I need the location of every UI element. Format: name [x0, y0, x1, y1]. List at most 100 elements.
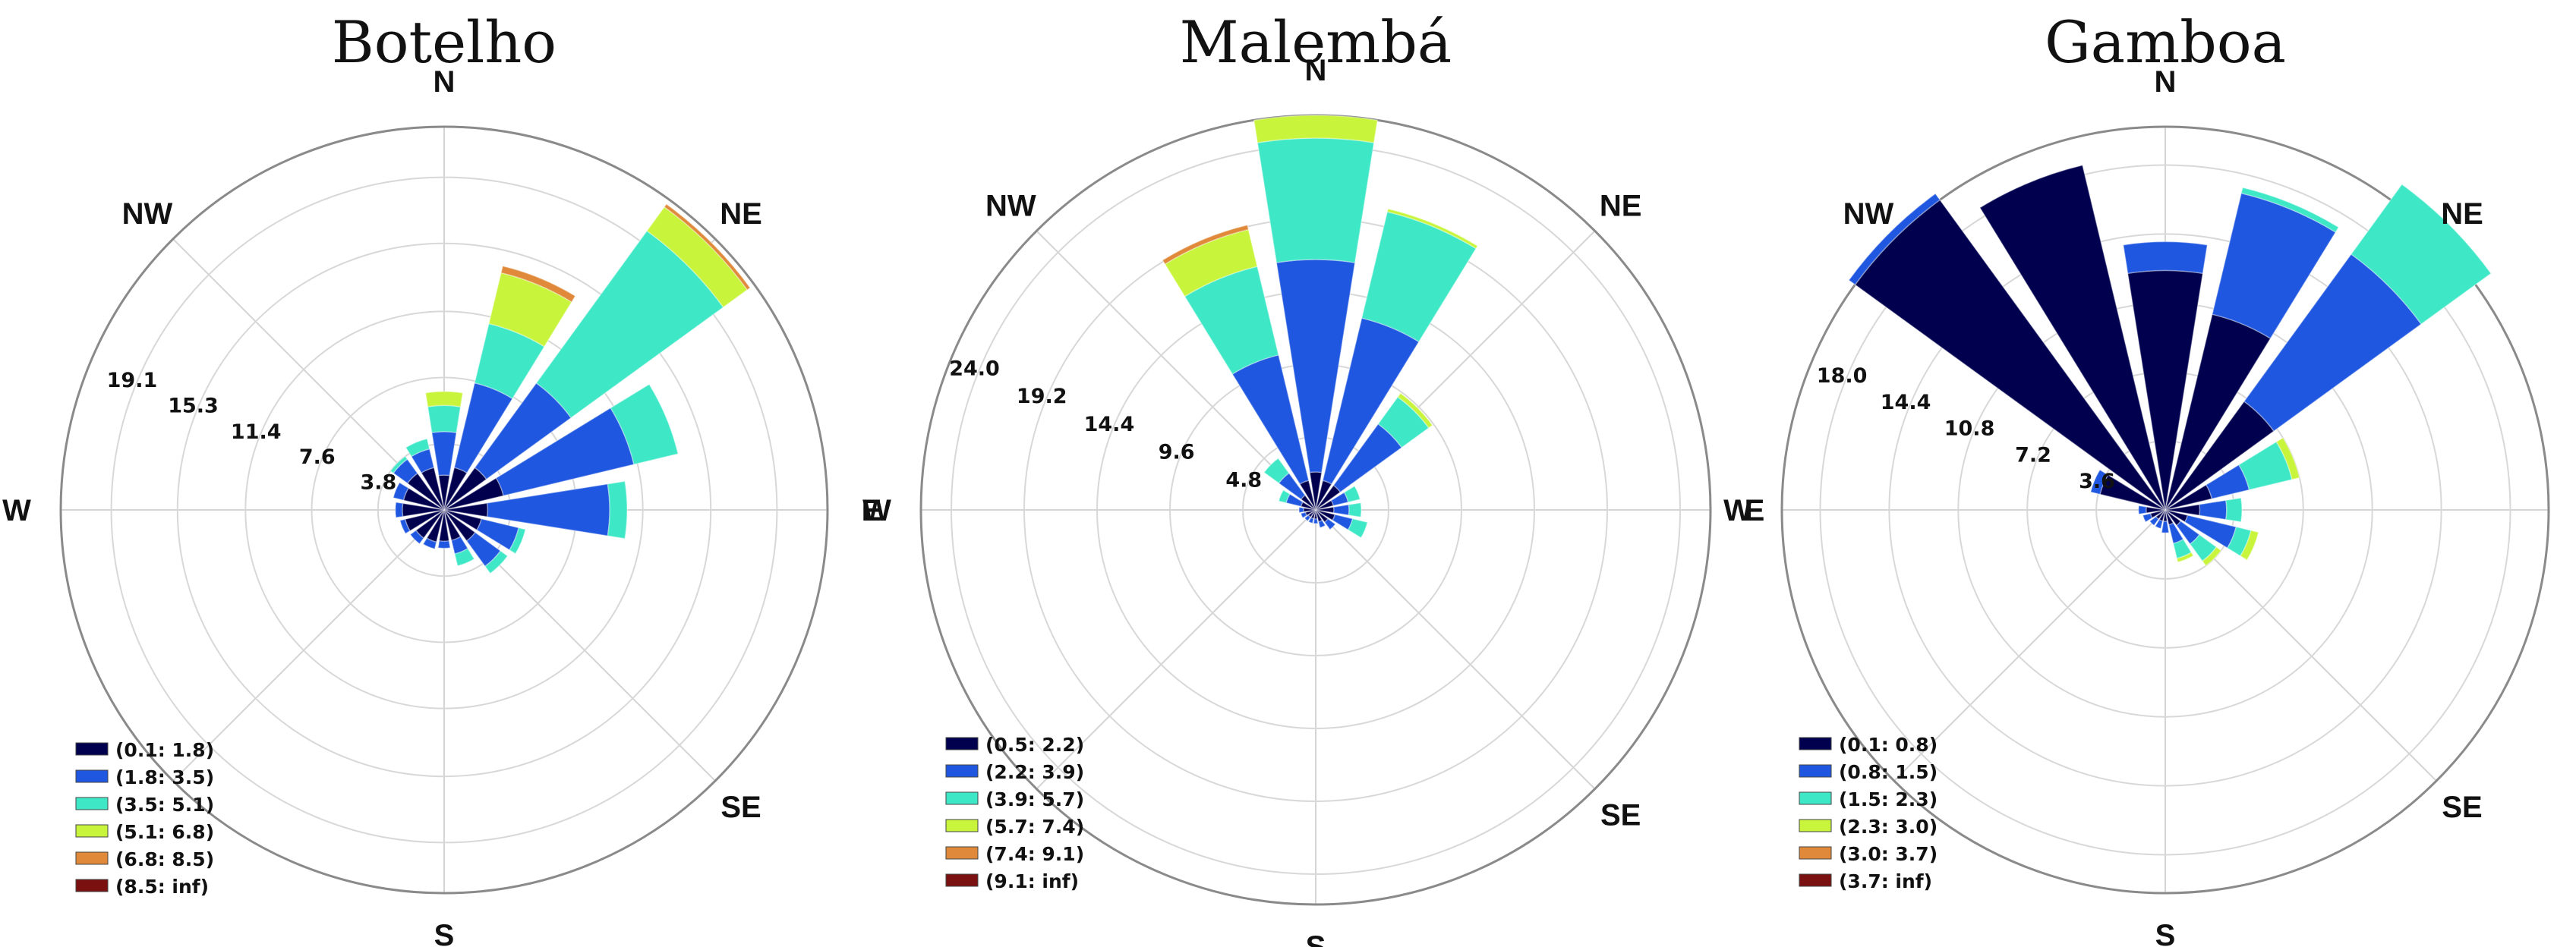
rose-bar-segment: [1315, 484, 1342, 511]
rose-bar-segment: [389, 455, 408, 474]
direction-label-n: N: [1305, 54, 1327, 87]
direction-label-n: N: [434, 65, 456, 99]
grid-ring: [176, 242, 712, 778]
wind-rose-3: Gamboa 3.6 7.2 10.8 14.4 18.0 N NE E SE S W NW (0.1: …: [1723, 8, 2550, 947]
rose-bar-segment: [1231, 354, 1310, 485]
legend-label: (0.1: 0.8): [1839, 734, 1938, 756]
radial-tick-label: 24.0: [949, 357, 1000, 380]
rose-bar-segment: [430, 430, 458, 477]
radial-tick-label: 19.1: [107, 369, 158, 392]
legend-label: (1.5: 2.3): [1839, 788, 1938, 810]
radial-tick-label: 18.0: [1817, 364, 1868, 388]
wind-rose-2: Malembá 4.8 9.6 14.4 19.2 24.0 N NE E SE S W NW (0.5:…: [862, 8, 1764, 947]
legend-label: (5.1: 6.8): [115, 821, 214, 843]
direction-label-s: S: [434, 919, 455, 947]
legend-label: (9.1: inf): [985, 870, 1079, 892]
legend-label: (3.5: 5.1): [115, 794, 214, 816]
rose-bar-segment: [1323, 518, 1336, 530]
radial-tick-label: 7.2: [2015, 443, 2051, 467]
radial-tick-label: 11.4: [231, 420, 282, 444]
direction-label-nw: NW: [1843, 197, 1894, 231]
radial-tick-label: 15.3: [168, 395, 219, 418]
direction-label-se: SE: [2442, 791, 2482, 824]
rose-bar-segment: [1854, 199, 2166, 511]
legend-swatch: [1799, 737, 1832, 750]
rose-bar-segment: [2165, 504, 2201, 516]
rose-bar-segment: [1307, 509, 1316, 518]
direction-label-nw: NW: [985, 189, 1036, 222]
legend-label: (8.5: inf): [115, 876, 209, 898]
rose-bar-segment: [1278, 489, 1291, 504]
rose-bar-segment: [2161, 521, 2170, 534]
rose-bar-segment: [2122, 241, 2209, 275]
chart-title: Gamboa: [2045, 8, 2286, 76]
legend-swatch: [1799, 873, 1832, 887]
rose-bar-segment: [394, 502, 404, 518]
rose-bar-segment: [500, 265, 576, 304]
rose-bar-segment: [2240, 187, 2340, 234]
legend-label: (0.5: 2.2): [985, 734, 1084, 756]
grid-spoke: [1315, 509, 1596, 790]
legend-swatch: [75, 851, 109, 865]
direction-label-w: W: [862, 494, 891, 527]
rose-bar-segment: [2149, 509, 2166, 519]
rose-bar-segment: [1322, 317, 1420, 485]
rose-bar-segment: [1315, 506, 1335, 514]
legend-label: (0.8: 1.5): [1839, 761, 1938, 783]
rose-bar-segment: [1330, 491, 1349, 507]
grid-spoke: [1036, 230, 1316, 511]
rose-bar-segment: [410, 448, 435, 474]
legend-label: (7.4: 9.1): [985, 843, 1084, 865]
rose-bar-segment: [1348, 502, 1362, 518]
rose-bar-segment: [424, 391, 464, 407]
rose-bar-segment: [1979, 164, 2166, 511]
grid-ring: [1819, 164, 2511, 856]
rose-bar-segment: [509, 527, 527, 555]
direction-label-nw: NW: [122, 197, 173, 231]
legend-swatch: [945, 764, 979, 778]
legend-label: (3.9: 5.7): [985, 788, 1084, 810]
radial-tick-label: 3.6: [2079, 470, 2115, 493]
rose-bar-segment: [1386, 208, 1479, 250]
direction-label-se: SE: [1600, 799, 1641, 832]
rose-bar-segment: [2175, 520, 2200, 545]
legend-swatch: [1799, 819, 1832, 832]
rose-bar-segment: [393, 458, 418, 484]
rose-bar-segment: [535, 230, 724, 419]
rose-bar-segment: [2165, 509, 2189, 523]
rose-bar-segment: [607, 480, 628, 540]
rose-bar-segment: [1332, 514, 1354, 531]
legend-label: (2.2: 3.9): [985, 761, 1084, 783]
rose-bar-segment: [2183, 514, 2237, 549]
rose-bar-segment: [450, 536, 469, 555]
legend-swatch: [1799, 764, 1832, 778]
direction-label-s: S: [1306, 930, 1326, 947]
rose-bar-segment: [399, 518, 411, 535]
radial-tick-label: 14.4: [1881, 391, 1931, 414]
rose-bar-segment: [2237, 441, 2293, 491]
direction-label-ne: NE: [720, 197, 762, 231]
direction-label-w: W: [1723, 494, 1752, 527]
rose-bar-segment: [2275, 436, 2300, 480]
legend-label: (6.8: 8.5): [115, 848, 214, 870]
rose-bar-segment: [2211, 192, 2337, 339]
rose-bar-segment: [1304, 514, 1311, 522]
radial-tick-label: 3.8: [360, 471, 396, 495]
legend-label: (3.0: 3.7): [1839, 843, 1938, 865]
rose-bar-segment: [1848, 193, 1941, 286]
radial-tick-label: 14.4: [1084, 413, 1135, 436]
rose-bar-segment: [2149, 515, 2160, 527]
grid-spoke: [1893, 509, 2166, 782]
rose-bar-segment: [1332, 423, 1403, 493]
rose-bar-segment: [1317, 519, 1326, 529]
chart-title: Malembá: [1180, 8, 1452, 76]
grid-spoke: [1036, 509, 1316, 790]
legend-label: (5.7: 7.4): [985, 816, 1084, 838]
legend-swatch: [945, 791, 979, 805]
legend-label: (1.8: 3.5): [115, 766, 214, 788]
grid-ring: [1888, 233, 2442, 787]
grid-ring: [244, 310, 644, 709]
rose-bar-segment: [1361, 211, 1477, 343]
rose-bar-segment: [2099, 474, 2166, 511]
